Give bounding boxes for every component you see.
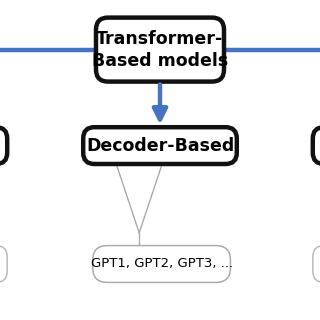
FancyBboxPatch shape	[0, 246, 7, 283]
Text: GPT1, GPT2, GPT3, ...: GPT1, GPT2, GPT3, ...	[91, 258, 233, 270]
FancyBboxPatch shape	[313, 246, 320, 283]
Text: Decoder-Based: Decoder-Based	[86, 137, 234, 155]
FancyBboxPatch shape	[96, 18, 224, 82]
FancyBboxPatch shape	[93, 246, 230, 283]
FancyBboxPatch shape	[0, 127, 7, 164]
Text: Transformer-
Based models: Transformer- Based models	[92, 29, 228, 70]
FancyBboxPatch shape	[83, 127, 237, 164]
FancyBboxPatch shape	[313, 127, 320, 164]
